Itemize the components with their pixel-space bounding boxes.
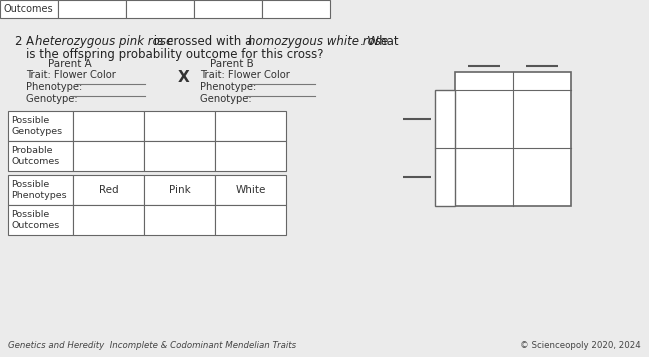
Bar — [0, 0, 58, 18]
Bar — [144, 175, 215, 205]
Bar — [144, 205, 215, 235]
Bar — [455, 72, 571, 206]
Text: 2: 2 — [14, 35, 21, 48]
Text: Possible
Genotypes: Possible Genotypes — [11, 116, 62, 136]
Text: Phenotype:: Phenotype: — [26, 82, 86, 92]
Bar — [215, 111, 286, 141]
Bar — [126, 0, 194, 18]
Text: Probable
Outcomes: Probable Outcomes — [11, 146, 59, 166]
Text: Possible
Phenotypes: Possible Phenotypes — [11, 180, 67, 200]
Bar — [144, 141, 215, 171]
Text: © Scienceopoly 2020, 2024: © Scienceopoly 2020, 2024 — [520, 341, 641, 350]
Text: Genetics and Heredity  Incomplete & Codominant Mendelian Traits: Genetics and Heredity Incomplete & Codom… — [8, 341, 296, 350]
Bar — [194, 0, 262, 18]
Bar — [215, 205, 286, 235]
Bar — [58, 0, 126, 18]
Bar — [262, 0, 330, 18]
Bar — [8, 111, 73, 141]
Bar — [73, 205, 144, 235]
Bar — [73, 141, 144, 171]
Text: Pink: Pink — [169, 185, 190, 195]
Text: Red: Red — [99, 185, 118, 195]
Text: A: A — [26, 35, 38, 48]
Bar — [8, 141, 73, 171]
Text: Possible
Outcomes: Possible Outcomes — [11, 210, 59, 230]
Text: is crossed with a: is crossed with a — [150, 35, 256, 48]
Text: homozygous white rose: homozygous white rose — [248, 35, 388, 48]
Bar — [73, 111, 144, 141]
Text: Phenotype:: Phenotype: — [200, 82, 260, 92]
Text: heterozygous pink rose: heterozygous pink rose — [35, 35, 173, 48]
Text: X: X — [178, 70, 190, 85]
Text: Trait: Flower Color: Trait: Flower Color — [26, 70, 116, 80]
Bar — [215, 141, 286, 171]
Text: Genotype:: Genotype: — [200, 94, 255, 104]
Text: is the offspring probability outcome for this cross?: is the offspring probability outcome for… — [26, 48, 323, 61]
Bar — [8, 175, 73, 205]
Text: . What: . What — [360, 35, 398, 48]
Bar — [8, 205, 73, 235]
Text: Genotype:: Genotype: — [26, 94, 80, 104]
Bar — [215, 175, 286, 205]
Text: Trait: Flower Color: Trait: Flower Color — [200, 70, 290, 80]
Bar — [435, 90, 455, 206]
Text: Outcomes: Outcomes — [3, 4, 53, 14]
Bar — [73, 175, 144, 205]
Text: Parent A: Parent A — [48, 59, 92, 69]
Text: Parent B: Parent B — [210, 59, 254, 69]
Bar — [144, 111, 215, 141]
Text: White: White — [236, 185, 265, 195]
